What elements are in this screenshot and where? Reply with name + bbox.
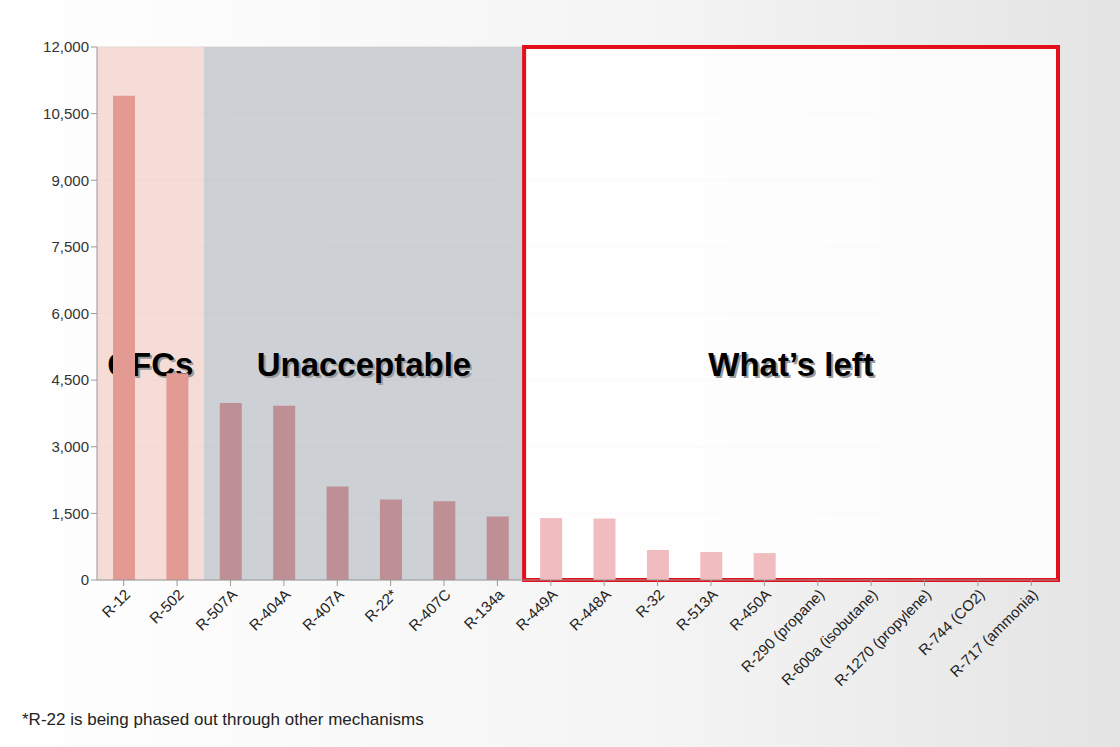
svg-text:9,000: 9,000 bbox=[51, 172, 89, 189]
svg-text:1,500: 1,500 bbox=[51, 505, 89, 522]
svg-text:R-502: R-502 bbox=[146, 586, 187, 627]
svg-text:R-12: R-12 bbox=[98, 586, 133, 621]
svg-text:R-600a (isobutane): R-600a (isobutane) bbox=[778, 586, 881, 689]
svg-text:Unacceptable: Unacceptable bbox=[257, 346, 472, 383]
svg-text:R-450A: R-450A bbox=[726, 586, 774, 634]
svg-text:R-744 (CO2): R-744 (CO2) bbox=[914, 585, 988, 659]
svg-text:3,000: 3,000 bbox=[51, 438, 89, 455]
html-text:*R-22 is being phased out thro: *R-22 is being phased out through other … bbox=[22, 710, 424, 729]
svg-text:12,000: 12,000 bbox=[43, 38, 89, 55]
svg-text:R-404A: R-404A bbox=[246, 586, 294, 634]
svg-text:R-507A: R-507A bbox=[192, 586, 240, 634]
svg-text:R-513A: R-513A bbox=[673, 586, 721, 634]
svg-text:R-32: R-32 bbox=[632, 586, 667, 621]
svg-text:R-449A: R-449A bbox=[512, 586, 560, 634]
svg-text:10,500: 10,500 bbox=[43, 105, 89, 122]
svg-text:R-717 (ammonia): R-717 (ammonia) bbox=[946, 586, 1041, 681]
svg-text:What’s left: What’s left bbox=[708, 346, 874, 383]
svg-text:0: 0 bbox=[81, 571, 89, 588]
svg-text:R-290 (propane): R-290 (propane) bbox=[737, 585, 828, 676]
svg-text:R-407C: R-407C bbox=[405, 586, 454, 635]
svg-text:4,500: 4,500 bbox=[51, 371, 89, 388]
svg-text:7,500: 7,500 bbox=[51, 238, 89, 255]
svg-text:6,000: 6,000 bbox=[51, 305, 89, 322]
svg-text:R-407A: R-407A bbox=[299, 586, 347, 634]
svg-text:R-22*: R-22* bbox=[361, 586, 400, 625]
svg-text:R-448A: R-448A bbox=[566, 586, 614, 634]
svg-text:R-1270 (propylene): R-1270 (propylene) bbox=[831, 586, 934, 689]
svg-text:R-134a: R-134a bbox=[460, 585, 507, 632]
